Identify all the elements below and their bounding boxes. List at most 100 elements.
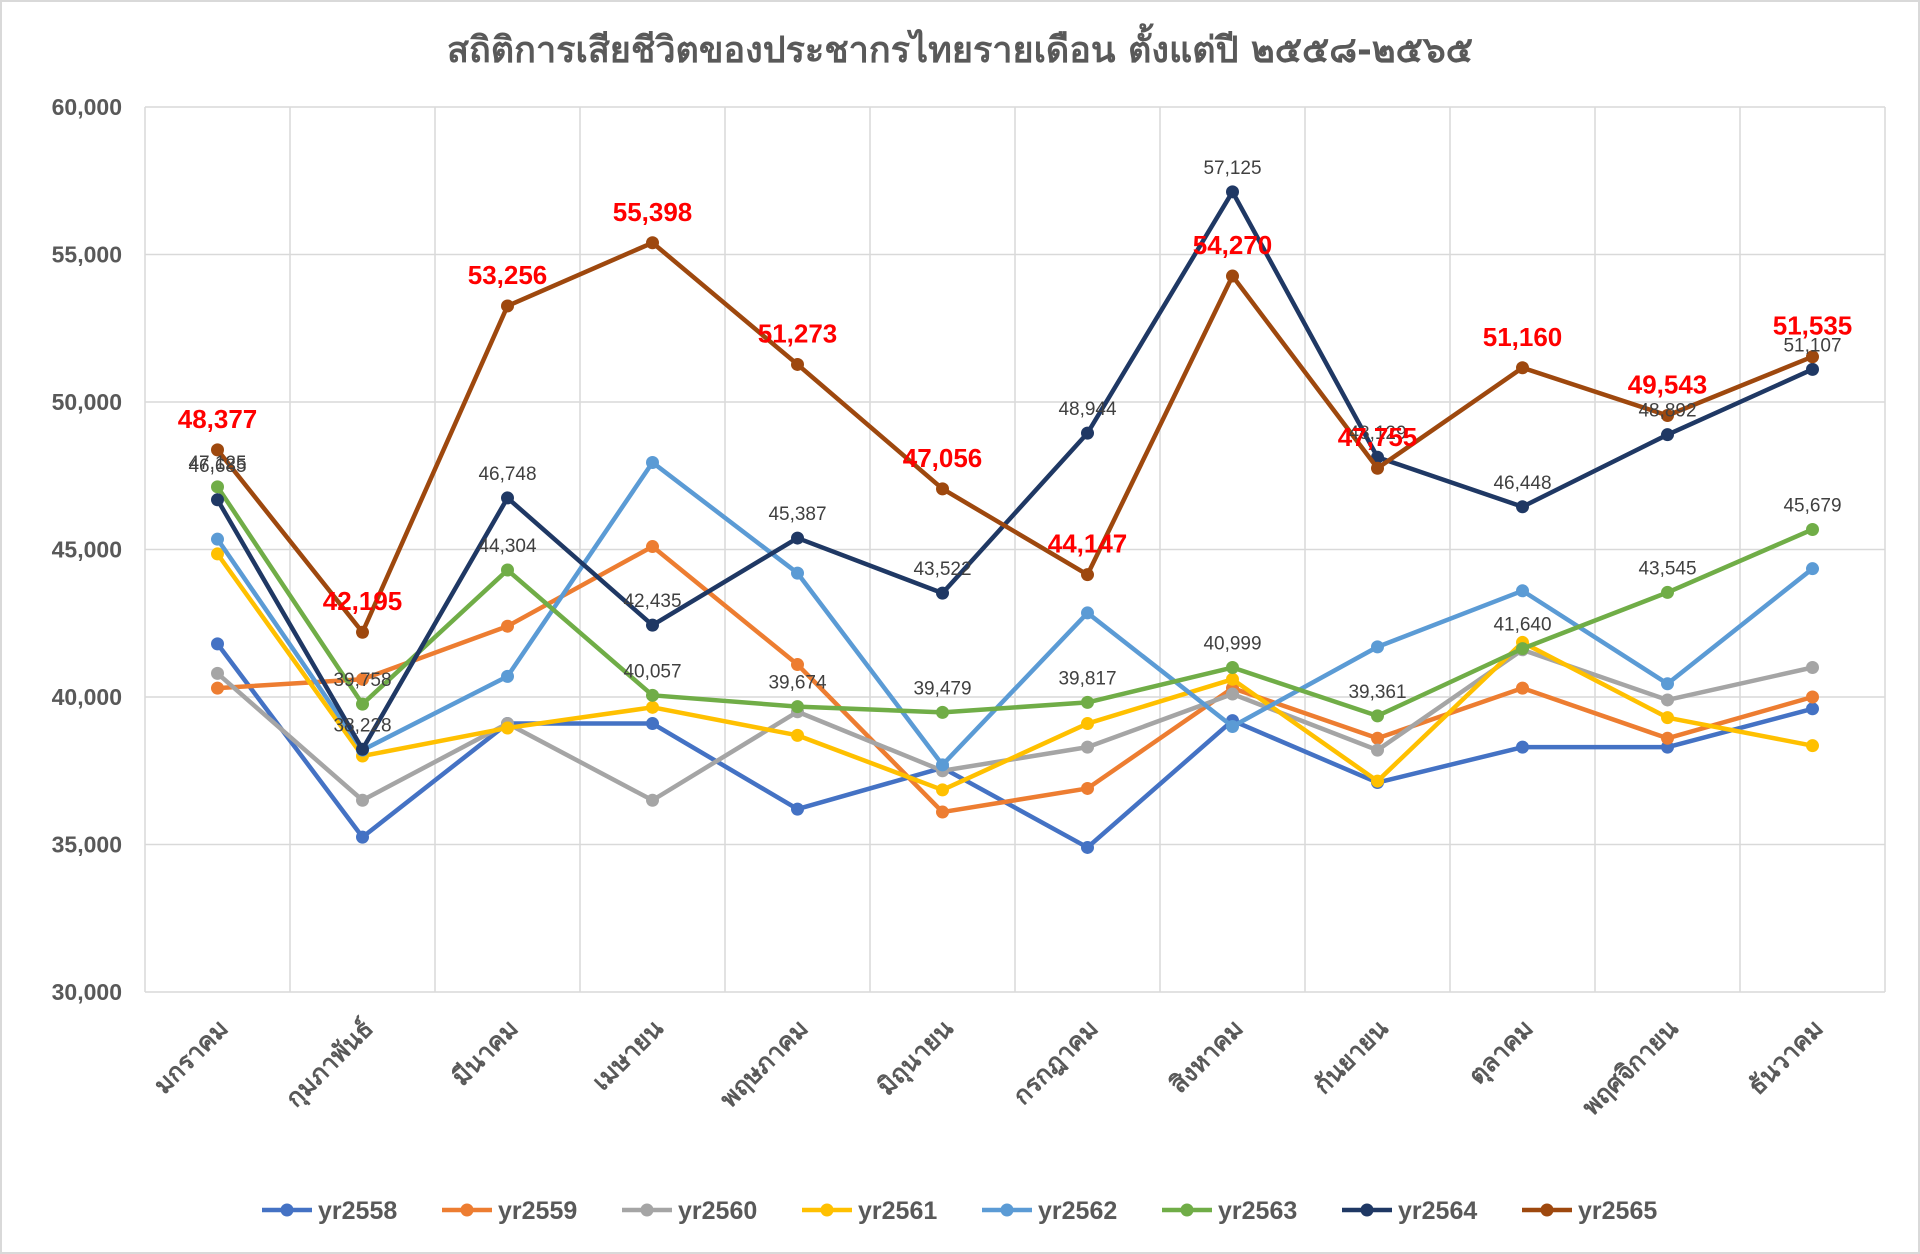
data-point-yr2565	[1661, 408, 1674, 422]
data-point-yr2561	[211, 547, 224, 561]
data-point-yr2559	[1371, 731, 1384, 745]
data-point-yr2563	[356, 697, 369, 711]
data-label-yr2564: 48,944	[1058, 399, 1117, 420]
y-tick-label: 55,000	[52, 242, 122, 268]
y-tick-label: 50,000	[52, 389, 122, 415]
y-tick-label: 45,000	[52, 537, 122, 563]
data-point-yr2561	[501, 721, 514, 735]
data-point-yr2560	[1661, 693, 1674, 707]
legend: yr2558 yr2559 yr2560 yr2561 yr2562 yr2563 yr25…	[262, 1197, 1657, 1225]
data-point-yr2562	[1081, 606, 1094, 620]
data-point-yr2558	[646, 717, 659, 731]
data-point-yr2565	[1226, 269, 1239, 283]
series-layer	[211, 185, 1819, 854]
data-point-yr2565	[646, 236, 659, 250]
grid-lines	[144, 106, 1886, 993]
data-label-yr2564: 48,129	[1348, 423, 1406, 444]
data-point-yr2563	[936, 705, 949, 719]
data-point-yr2558	[1516, 740, 1529, 754]
legend-label-yr2565: yr2565	[1578, 1197, 1657, 1225]
series-line-yr2561	[215, 552, 1813, 793]
y-tick-label: 30,000	[52, 979, 122, 1005]
data-point-yr2565	[936, 482, 949, 496]
data-point-yr2562	[1371, 640, 1384, 654]
data-point-yr2559	[1661, 731, 1674, 745]
data-point-yr2560	[1081, 740, 1094, 754]
legend-label-yr2560: yr2560	[678, 1197, 757, 1225]
data-point-yr2561	[1371, 774, 1384, 788]
data-point-yr2564	[646, 618, 659, 632]
legend-swatch-marker	[460, 1203, 474, 1217]
data-point-yr2562	[501, 669, 514, 683]
data-point-yr2563	[1371, 709, 1384, 723]
data-label-yr2564: 38,228	[333, 715, 391, 736]
data-point-yr2565	[1371, 461, 1384, 475]
data-point-yr2558	[356, 830, 369, 844]
legend-swatch-marker	[820, 1203, 834, 1217]
data-point-yr2561	[791, 728, 804, 742]
data-point-yr2565	[501, 299, 514, 313]
legend-label-yr2563: yr2563	[1218, 1197, 1297, 1225]
data-point-yr2559	[1081, 781, 1094, 795]
data-point-yr2562	[211, 532, 224, 546]
data-point-yr2562	[1226, 720, 1239, 733]
data-label-yr2563: 47,125	[188, 453, 246, 474]
data-label-yr2565: 42,195	[323, 586, 403, 616]
data-point-yr2561	[1081, 717, 1094, 731]
data-label-yr2563: 40,999	[1203, 634, 1261, 655]
data-label-yr2563: 44,304	[478, 536, 537, 557]
data-label-yr2565: 47,056	[903, 443, 983, 473]
data-label-yr2565: 48,377	[178, 404, 258, 434]
legend-label-yr2562: yr2562	[1038, 1197, 1117, 1225]
data-point-yr2564	[1226, 185, 1239, 199]
data-label-yr2563: 39,674	[768, 673, 827, 694]
legend-swatch-marker	[1360, 1203, 1374, 1217]
data-point-yr2559	[791, 658, 804, 672]
legend-swatch-marker	[1540, 1203, 1554, 1217]
data-point-yr2559	[356, 672, 369, 686]
y-tick-label: 40,000	[52, 684, 122, 710]
data-point-yr2560	[1806, 661, 1819, 674]
data-point-yr2561	[1661, 711, 1674, 725]
data-label-yr2565: 47,755	[1338, 422, 1418, 452]
data-point-yr2562	[1806, 562, 1819, 576]
data-label-yr2565: 51,535	[1773, 311, 1853, 341]
data-point-yr2564	[501, 491, 514, 505]
data-point-yr2559	[211, 681, 224, 695]
series-line-yr2565	[215, 240, 1814, 635]
data-label-yr2564: 42,435	[623, 591, 681, 612]
data-point-yr2563	[646, 688, 659, 702]
data-point-yr2564	[211, 493, 224, 507]
data-label-yr2563: 45,679	[1783, 495, 1841, 516]
legend-label-yr2564: yr2564	[1398, 1197, 1477, 1225]
data-point-yr2560	[1226, 687, 1239, 701]
data-point-yr2562	[1661, 677, 1674, 691]
data-label-yr2563: 39,361	[1348, 682, 1406, 703]
data-point-yr2561	[1806, 739, 1819, 753]
data-label-yr2563: 39,817	[1058, 668, 1116, 689]
data-point-yr2559	[501, 619, 514, 633]
data-point-yr2561	[646, 700, 659, 714]
data-point-yr2560	[356, 793, 369, 807]
data-point-yr2562	[791, 566, 804, 580]
data-label-yr2564: 46,685	[188, 456, 246, 477]
data-point-yr2563	[1661, 585, 1674, 599]
data-point-yr2560	[646, 793, 659, 807]
data-point-yr2564	[1661, 428, 1674, 442]
data-label-yr2563: 43,545	[1638, 558, 1696, 579]
data-label-yr2564: 48,892	[1638, 401, 1696, 422]
data-label-yr2565: 44,147	[1048, 529, 1128, 559]
series-line-yr2562	[215, 460, 1814, 768]
data-point-yr2564	[356, 742, 369, 756]
data-label-yr2564: 46,448	[1493, 473, 1551, 494]
data-point-yr2564	[791, 531, 804, 545]
data-label-yr2565: 53,256	[468, 260, 548, 290]
data-point-yr2561	[1226, 672, 1239, 686]
data-point-yr2565	[1516, 361, 1529, 375]
data-label-yr2564: 51,107	[1783, 335, 1841, 356]
data-point-yr2562	[1516, 584, 1529, 598]
data-point-yr2564	[1806, 362, 1819, 376]
